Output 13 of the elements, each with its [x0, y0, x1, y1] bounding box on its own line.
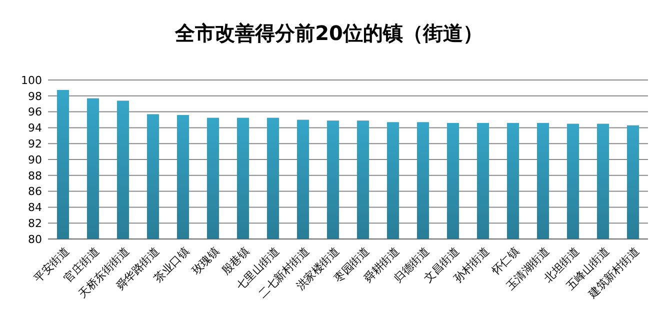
- y-tick-label: 84: [28, 201, 42, 214]
- y-tick-label: 86: [28, 185, 42, 198]
- chart-title: 全市改善得分前20位的镇（街道）: [174, 21, 483, 45]
- y-tick-label: 88: [28, 169, 42, 182]
- y-tick-label: 90: [28, 153, 42, 166]
- y-tick-label: 98: [28, 90, 42, 103]
- y-tick-label: 94: [28, 122, 42, 135]
- y-tick-label: 82: [28, 216, 42, 230]
- y-tick-label: 96: [28, 106, 42, 119]
- y-tick-label: 100: [21, 74, 42, 87]
- y-tick-label: 80: [28, 232, 42, 246]
- y-tick-label: 92: [28, 137, 42, 150]
- x-tick-label: 玫瑰镇: [189, 244, 222, 278]
